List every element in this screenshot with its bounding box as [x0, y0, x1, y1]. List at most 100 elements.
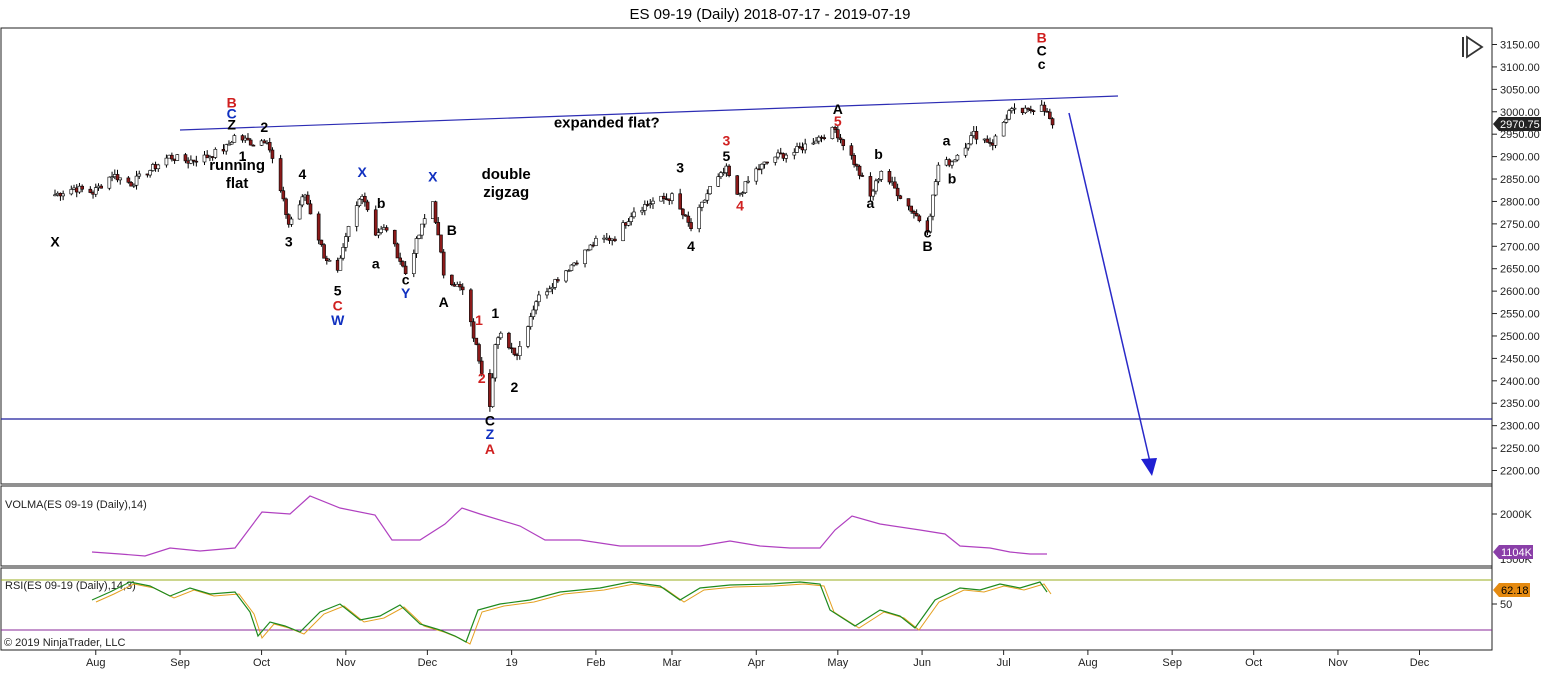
candle-body — [917, 215, 922, 222]
candle-body — [993, 135, 998, 146]
candle-body — [297, 204, 302, 220]
wave-label: B — [447, 222, 457, 238]
candle-body — [822, 137, 827, 139]
wave-label: 3 — [285, 233, 293, 249]
price-tick-label: 2600.00 — [1500, 286, 1540, 298]
time-tick-label: Oct — [1245, 657, 1262, 669]
candle-body — [246, 137, 250, 141]
candle-body — [118, 177, 123, 181]
candle-body — [213, 149, 218, 158]
candle-body — [194, 160, 199, 163]
candle-body — [507, 332, 511, 349]
candle-body — [773, 156, 778, 163]
wave-label: 5 — [334, 283, 342, 299]
price-tick-label: 3000.00 — [1500, 107, 1540, 119]
time-tick-label: Sep — [1162, 657, 1182, 669]
candle-body — [914, 213, 919, 217]
rsi-line — [91, 581, 1048, 643]
wave-label: 5 — [834, 113, 842, 129]
candle-body — [963, 147, 968, 156]
candle-body — [1026, 107, 1030, 110]
candle-body — [341, 247, 345, 259]
time-tick-label: Jul — [997, 657, 1011, 669]
candle-body — [227, 143, 231, 146]
wave-label: C — [333, 297, 343, 313]
candle-body — [757, 168, 761, 171]
rsi-value-label: 62.18 — [1501, 585, 1529, 597]
chart-note: flat — [226, 175, 249, 192]
candle-body — [966, 143, 971, 149]
candle-body — [547, 288, 552, 293]
wave-label: c — [1038, 56, 1046, 72]
candle-body — [53, 194, 57, 197]
price-tick-label: 2550.00 — [1500, 309, 1540, 321]
candle-body — [912, 211, 916, 214]
candle-body — [248, 139, 253, 146]
volma-line — [91, 495, 1047, 557]
wave-label: C — [485, 413, 495, 429]
candle-body — [564, 270, 568, 282]
wave-label: 5 — [722, 148, 730, 164]
wave-label: 4 — [298, 166, 306, 182]
rsi-pane — [0, 567, 1493, 651]
candle-body — [460, 286, 465, 291]
candle-body — [61, 193, 65, 197]
candle-body — [395, 243, 400, 259]
candle-body — [110, 176, 114, 178]
candle-body — [841, 139, 846, 147]
candle-body — [526, 326, 530, 347]
candle-body — [855, 164, 859, 167]
candle-body — [836, 129, 840, 139]
candle-body — [1023, 107, 1028, 114]
candle-body — [327, 259, 332, 262]
candle-body — [175, 154, 180, 161]
candle-body — [379, 228, 383, 233]
time-tick-label: Nov — [1328, 657, 1348, 669]
play-icon[interactable] — [1462, 35, 1484, 59]
candle-body — [792, 152, 797, 156]
candle-body — [80, 185, 84, 190]
candle-body — [814, 140, 818, 144]
wave-label: 1 — [475, 312, 483, 328]
price-pane — [0, 27, 1493, 485]
price-tick-label: 2650.00 — [1500, 264, 1540, 276]
wave-label: 2 — [510, 379, 518, 395]
candle-body — [721, 172, 726, 174]
candle-body — [686, 215, 691, 223]
volma-tick-2000k: 2000K — [1500, 509, 1532, 521]
candle-body — [363, 196, 367, 203]
candle-body — [498, 332, 503, 339]
candle-body — [422, 218, 427, 225]
candle-body — [830, 126, 835, 139]
wave-label: B — [922, 238, 932, 254]
candle-body — [346, 226, 351, 237]
candle-body — [137, 173, 142, 177]
candle-body — [262, 140, 267, 144]
candle-body — [69, 189, 74, 195]
candle-body — [417, 234, 422, 239]
candle-body — [985, 138, 990, 143]
candle-body — [898, 195, 903, 199]
candle-body — [1007, 110, 1011, 120]
time-tick-label: Dec — [1410, 657, 1430, 669]
price-tick-label: 2200.00 — [1500, 466, 1540, 478]
time-tick-label: Dec — [418, 657, 438, 669]
candle-body — [107, 176, 112, 189]
candle-body — [224, 144, 229, 152]
candle-body — [322, 244, 326, 259]
price-tick-label: 2350.00 — [1500, 398, 1540, 410]
candle-body — [528, 316, 533, 327]
candle-body — [893, 181, 897, 189]
candle-body — [232, 135, 237, 143]
candle-body — [316, 213, 321, 241]
candle-body — [689, 222, 693, 229]
time-tick-label: Oct — [253, 657, 270, 669]
candle-body — [1031, 110, 1036, 112]
candle-body — [240, 135, 245, 141]
candle-body — [338, 257, 343, 271]
candle-body — [289, 218, 294, 225]
price-tick-label: 2300.00 — [1500, 421, 1540, 433]
candle-body — [811, 142, 816, 145]
